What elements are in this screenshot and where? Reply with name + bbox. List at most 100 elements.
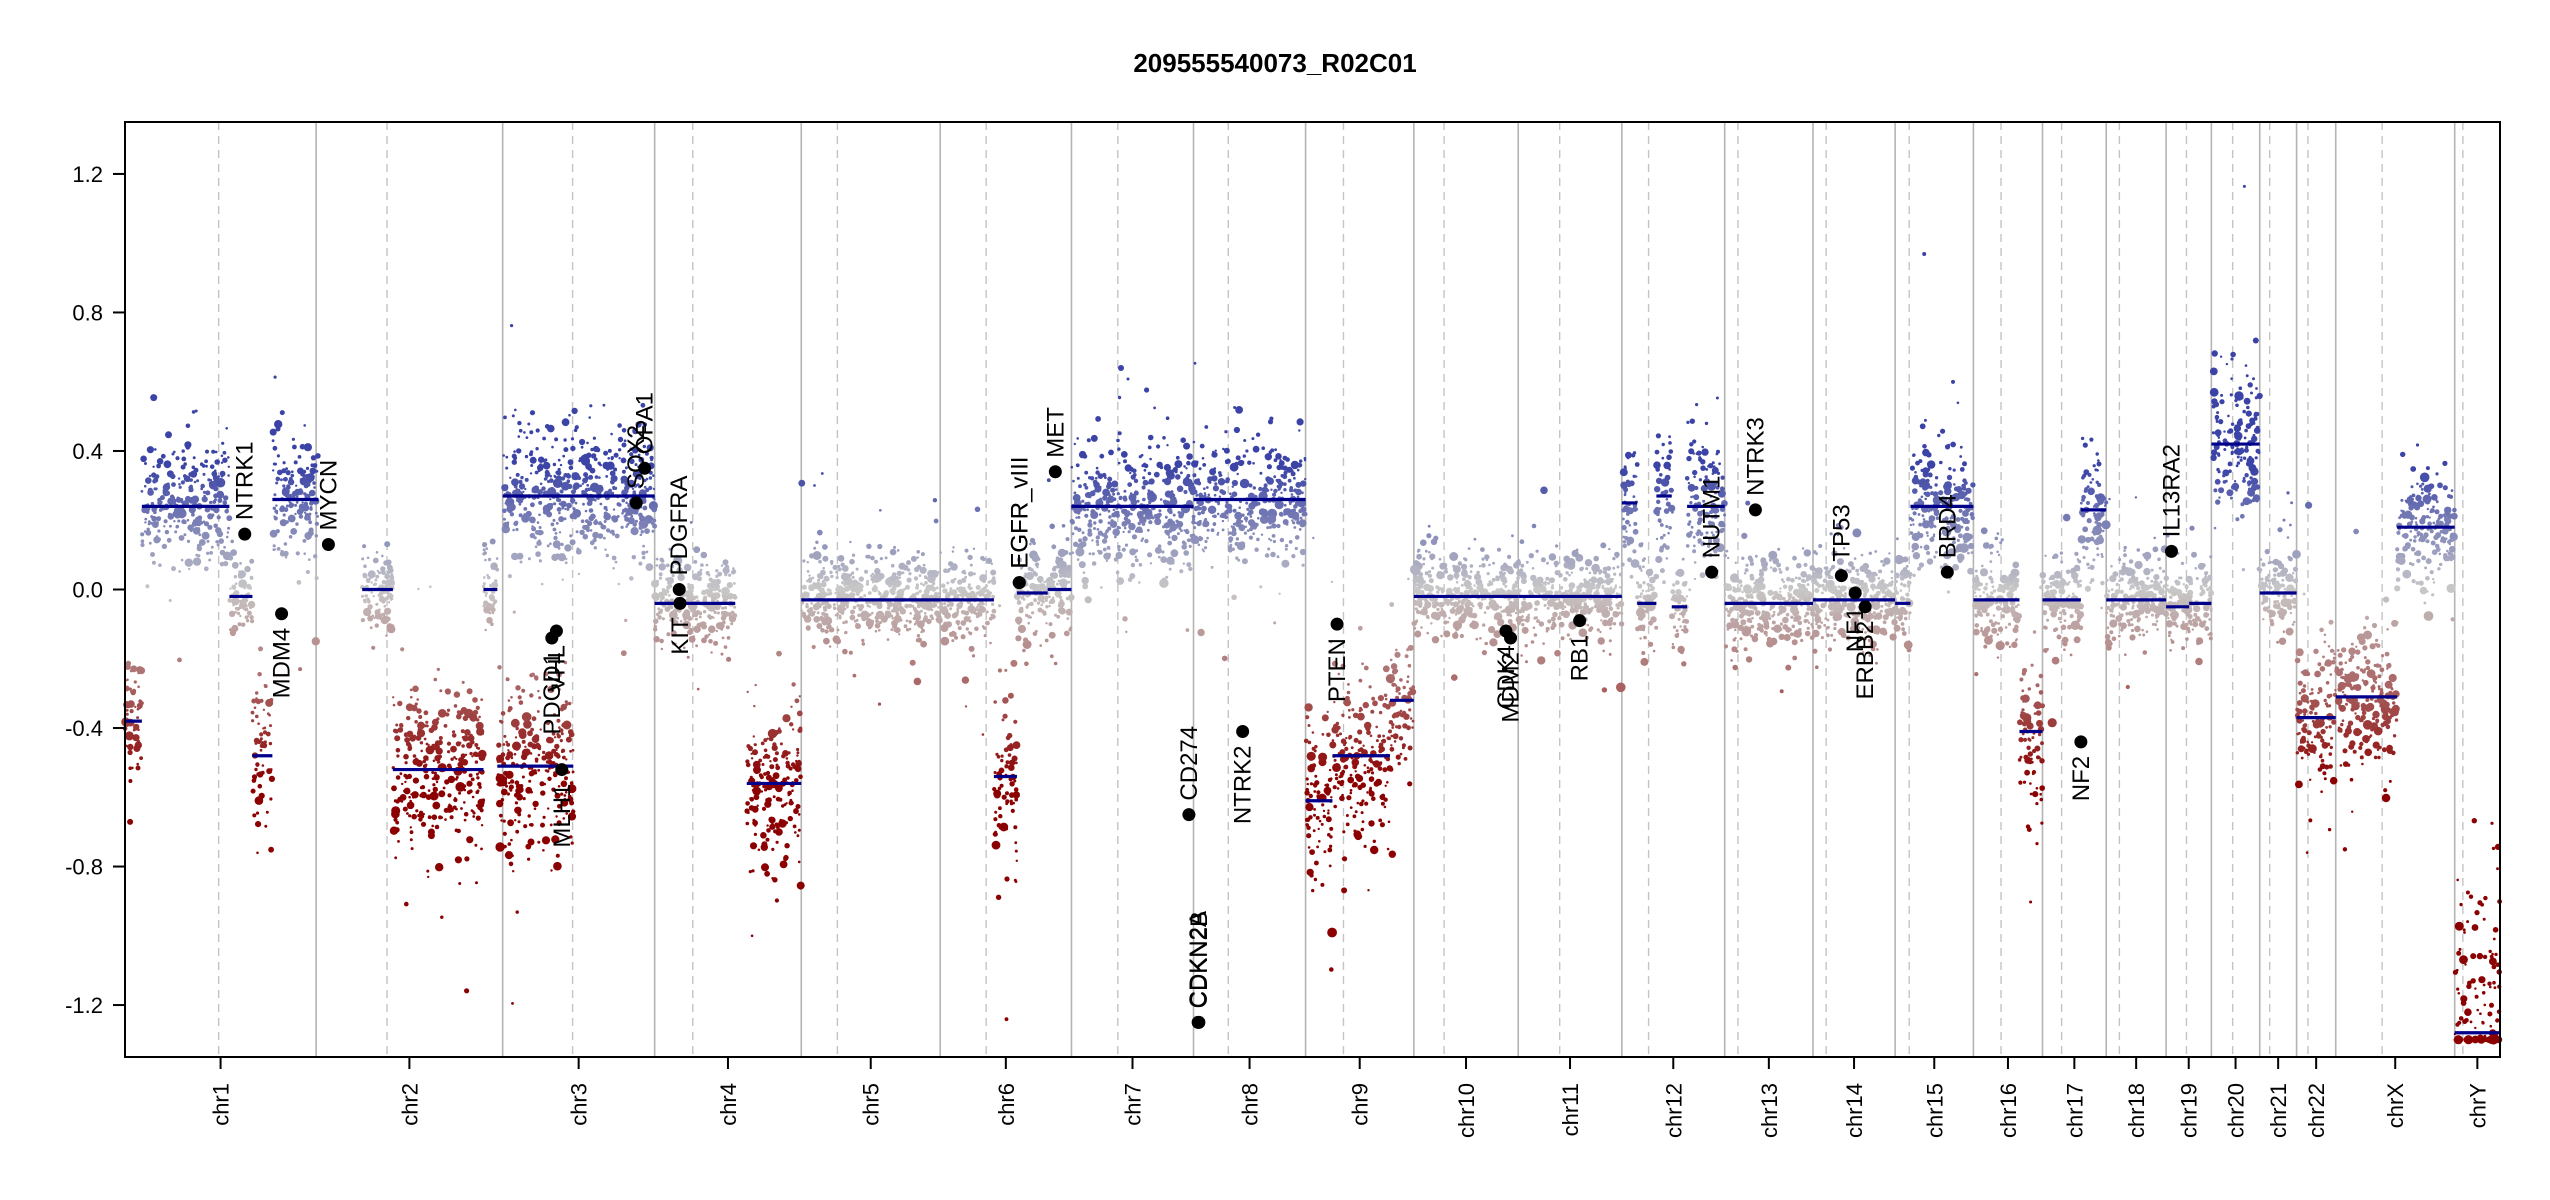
probe-point (670, 630, 677, 637)
probe-point (409, 826, 412, 829)
probe-point (1051, 566, 1057, 572)
probe-point (186, 539, 191, 544)
probe-point (835, 576, 839, 580)
probe-point (1206, 536, 1209, 540)
probe-point (1600, 542, 1607, 549)
probe-point (1106, 552, 1112, 557)
probe-point (621, 428, 627, 433)
probe-point (977, 603, 980, 607)
probe-point (868, 622, 872, 626)
probe-point (620, 525, 624, 529)
probe-point (751, 869, 755, 873)
probe-point (878, 592, 882, 596)
probe-point (155, 516, 159, 520)
probe-point (1213, 514, 1217, 519)
probe-point (1214, 449, 1217, 452)
probe-point (406, 715, 411, 721)
probe-point (527, 557, 531, 561)
probe-point (453, 691, 461, 698)
probe-point (856, 625, 860, 629)
probe-point (1095, 416, 1101, 422)
probe-point (965, 627, 969, 631)
probe-point (993, 791, 1001, 799)
probe-point (1122, 530, 1125, 534)
probe-point (1134, 490, 1138, 494)
probe-point (1206, 528, 1210, 532)
probe-point (1370, 771, 1375, 775)
probe-point (425, 720, 429, 724)
probe-point (1282, 465, 1288, 471)
probe-point (1349, 789, 1353, 792)
probe-point (1345, 822, 1350, 827)
probe-point (589, 540, 595, 546)
probe-point (563, 797, 567, 801)
probe-point (908, 620, 912, 624)
probe-point (539, 782, 544, 786)
probe-point (295, 484, 298, 487)
probe-point (568, 465, 574, 471)
probe-point (565, 736, 572, 743)
probe-point (464, 729, 471, 736)
probe-point (1406, 725, 1411, 731)
probe-point (699, 568, 703, 572)
probe-point (514, 408, 517, 412)
probe-point (1370, 760, 1374, 764)
probe-point (552, 713, 557, 717)
probe-point (503, 734, 507, 738)
probe-point (1356, 801, 1360, 805)
probe-point (629, 576, 634, 581)
probe-point (645, 477, 649, 481)
probe-point (1507, 568, 1514, 575)
probe-point (244, 607, 249, 612)
probe-point (420, 749, 424, 753)
probe-point (971, 654, 976, 658)
probe-point (1213, 522, 1216, 525)
probe-point (306, 514, 311, 520)
probe-point (238, 570, 247, 579)
probe-point (303, 552, 307, 555)
probe-point (1469, 622, 1475, 628)
probe-point (296, 580, 302, 585)
probe-point (704, 588, 710, 595)
probe-point (249, 575, 254, 580)
probe-point (1332, 785, 1337, 790)
probe-point (1431, 566, 1435, 570)
probe-point (1378, 818, 1383, 823)
probe-point (551, 748, 557, 754)
probe-point (363, 607, 372, 617)
probe-point (749, 842, 758, 850)
probe-point (1331, 739, 1335, 742)
probe-point (1112, 497, 1117, 502)
probe-point (135, 765, 141, 771)
probe-point (1108, 515, 1112, 519)
probe-point (560, 792, 564, 796)
probe-point (1345, 736, 1348, 740)
probe-point (1014, 797, 1019, 802)
probe-point (419, 786, 424, 790)
probe-point (1166, 444, 1169, 447)
probe-point (263, 684, 268, 689)
probe-point (1192, 517, 1196, 522)
probe-point (1476, 570, 1480, 575)
probe-point (414, 720, 418, 724)
probe-point (1411, 620, 1417, 627)
probe-point (605, 553, 609, 558)
probe-point (942, 588, 948, 594)
probe-point (1073, 507, 1080, 514)
probe-point (138, 706, 141, 710)
probe-point (640, 530, 645, 534)
probe-point (723, 606, 728, 610)
probe-point (796, 834, 800, 838)
probe-point (538, 526, 542, 529)
probe-point (1473, 584, 1476, 587)
probe-point (537, 489, 543, 495)
probe-point (569, 781, 574, 785)
probe-point (1499, 605, 1502, 609)
probe-point (446, 708, 451, 712)
probe-point (471, 810, 475, 813)
probe-point (1239, 460, 1245, 466)
probe-point (423, 710, 429, 716)
probe-point (260, 770, 265, 775)
probe-point (1416, 550, 1420, 553)
probe-point (1176, 532, 1180, 536)
